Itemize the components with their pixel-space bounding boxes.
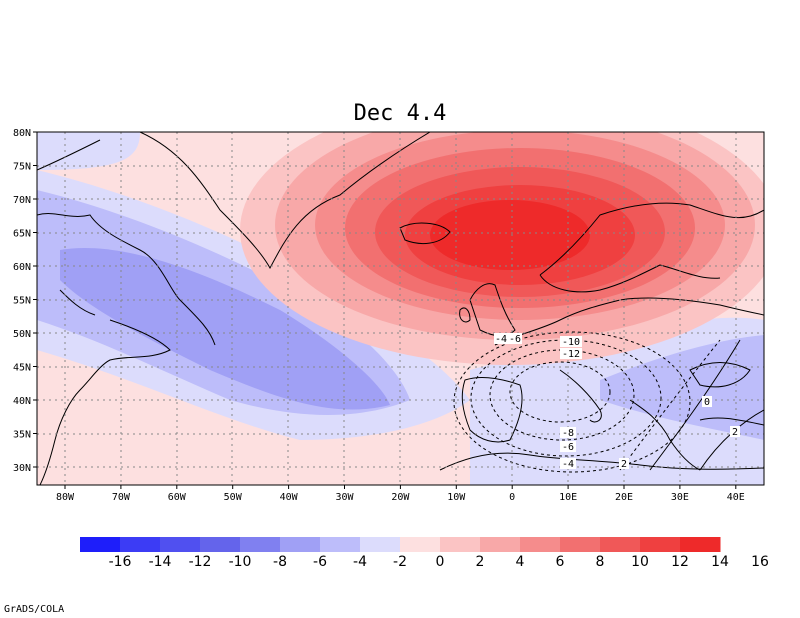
colorbar-label: -16 (109, 554, 132, 570)
lat-tick-label: 30N (13, 463, 31, 474)
colorbar-label: -4 (353, 554, 367, 570)
lat-tick-label: 55N (13, 296, 31, 307)
colorbar-label: 6 (556, 554, 565, 570)
colorbar-label: -12 (189, 554, 212, 570)
lat-tick-label: 80N (13, 128, 31, 139)
colorbar-swatch (600, 537, 641, 552)
contour-label: 0 (704, 397, 710, 408)
contour-label: 2 (732, 427, 738, 438)
lat-tick-label: 50N (13, 329, 31, 340)
contour-label: 2 (621, 459, 627, 470)
lon-tick-label: 10E (559, 492, 577, 503)
coastlines (37, 132, 764, 485)
colorbar-swatch (560, 537, 601, 552)
colorbar-label: 8 (596, 554, 605, 570)
lon-tick-label: 10W (447, 492, 466, 503)
positive-anomaly-region (240, 132, 764, 365)
colorbar-label: 4 (516, 554, 525, 570)
lon-tick-label: 30E (671, 492, 689, 503)
contour-label: -4 (495, 334, 507, 345)
colorbar-label: 2 (476, 554, 485, 570)
map-title: Dec 4.4 (354, 101, 447, 126)
colorbar-label: -6 (313, 554, 327, 570)
contour-label: -12 (562, 349, 580, 360)
contour-label: -6 (509, 334, 521, 345)
colorbar-labels: -16 -14 -12 -10 -8 -6 -4 -2 0 2 4 6 8 10 12 14 16 (109, 554, 769, 570)
lon-tick-label: 40E (727, 492, 745, 503)
lat-tick-label: 60N (13, 262, 31, 273)
graticule (37, 132, 764, 485)
lat-tick-label: 35N (13, 430, 31, 441)
colorbar-swatch (440, 537, 481, 552)
colorbar-swatch (480, 537, 521, 552)
lon-tick-label: 50W (224, 492, 243, 503)
colorbar-swatch (320, 537, 361, 552)
colorbar (80, 537, 721, 552)
lat-tick-label: 40N (13, 396, 31, 407)
colorbar-swatch (520, 537, 561, 552)
colorbar-label: 0 (436, 554, 445, 570)
lon-tick-label: 70W (112, 492, 131, 503)
contour-label: -4 (562, 459, 574, 470)
colorbar-swatch (280, 537, 321, 552)
colorbar-label: -10 (229, 554, 252, 570)
credit-text: GrADS/COLA (4, 604, 65, 615)
lon-tick-label: 20E (615, 492, 633, 503)
lon-tick-label: 20W (391, 492, 410, 503)
colorbar-label: 16 (751, 554, 769, 570)
lon-tick-label: 0 (509, 492, 515, 503)
colorbar-swatch (160, 537, 201, 552)
lon-tick-label: 40W (280, 492, 299, 503)
colorbar-swatch (120, 537, 161, 552)
colorbar-swatch (240, 537, 281, 552)
colorbar-label: -8 (273, 554, 287, 570)
colorbar-swatch (680, 537, 721, 552)
lon-tick-label: 60W (168, 492, 187, 503)
colorbar-label: 14 (711, 554, 729, 570)
colorbar-swatch (80, 537, 121, 552)
latitude-axis: 80N 75N 70N 65N 60N 55N 50N 45N 40N 35N 30N (13, 128, 37, 474)
colorbar-label: 12 (671, 554, 689, 570)
colorbar-swatch (200, 537, 241, 552)
colorbar-label: -2 (393, 554, 407, 570)
colorbar-swatch (640, 537, 681, 552)
lat-tick-label: 75N (13, 162, 31, 173)
colorbar-label: 10 (631, 554, 649, 570)
lon-tick-label: 80W (56, 492, 75, 503)
lat-tick-label: 45N (13, 363, 31, 374)
contour-label: -6 (562, 442, 574, 453)
lon-tick-label: 30W (335, 492, 354, 503)
contour-label: -10 (562, 337, 580, 348)
colorbar-swatch (360, 537, 401, 552)
contour-label: -8 (562, 428, 574, 439)
shaded-field: -10 -12 -8 -6 -4 -4 -6 0 2 2 (37, 132, 764, 485)
lat-tick-label: 65N (13, 229, 31, 240)
colorbar-label: -14 (149, 554, 172, 570)
lat-tick-label: 70N (13, 195, 31, 206)
colorbar-swatch (400, 537, 441, 552)
longitude-axis: 80W 70W 60W 50W 40W 30W 20W 10W 0 10E 20E 30E 40E (56, 485, 745, 503)
